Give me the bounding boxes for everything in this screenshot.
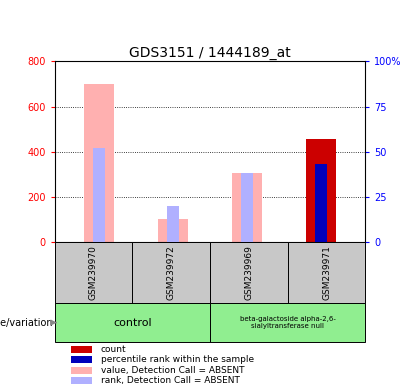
Bar bbox=[158, 219, 188, 242]
Bar bbox=[232, 173, 262, 242]
Bar bbox=[288, 242, 365, 303]
Text: beta-galactoside alpha-2,6-
sialyltransferase null: beta-galactoside alpha-2,6- sialyltransf… bbox=[240, 316, 336, 329]
Text: GSM239972: GSM239972 bbox=[167, 245, 176, 300]
Text: value, Detection Call = ABSENT: value, Detection Call = ABSENT bbox=[101, 366, 244, 375]
Bar bbox=[94, 148, 105, 242]
Bar bbox=[84, 84, 114, 242]
Bar bbox=[55, 242, 132, 303]
Text: rank, Detection Call = ABSENT: rank, Detection Call = ABSENT bbox=[101, 376, 240, 384]
Bar bbox=[71, 377, 92, 384]
Text: GSM239971: GSM239971 bbox=[322, 245, 331, 300]
Bar bbox=[306, 139, 336, 242]
Bar bbox=[71, 346, 92, 353]
Bar bbox=[315, 164, 326, 242]
Text: count: count bbox=[101, 345, 126, 354]
Bar bbox=[71, 367, 92, 374]
Bar bbox=[168, 206, 178, 242]
Bar bbox=[241, 173, 252, 242]
Bar bbox=[210, 303, 365, 342]
Bar bbox=[210, 242, 288, 303]
Text: control: control bbox=[113, 318, 152, 328]
Bar bbox=[132, 242, 210, 303]
Text: percentile rank within the sample: percentile rank within the sample bbox=[101, 355, 254, 364]
Bar bbox=[71, 356, 92, 363]
Bar bbox=[55, 303, 210, 342]
Title: GDS3151 / 1444189_at: GDS3151 / 1444189_at bbox=[129, 46, 291, 60]
Text: genotype/variation: genotype/variation bbox=[0, 318, 53, 328]
Text: GSM239970: GSM239970 bbox=[89, 245, 98, 300]
Text: GSM239969: GSM239969 bbox=[244, 245, 253, 300]
